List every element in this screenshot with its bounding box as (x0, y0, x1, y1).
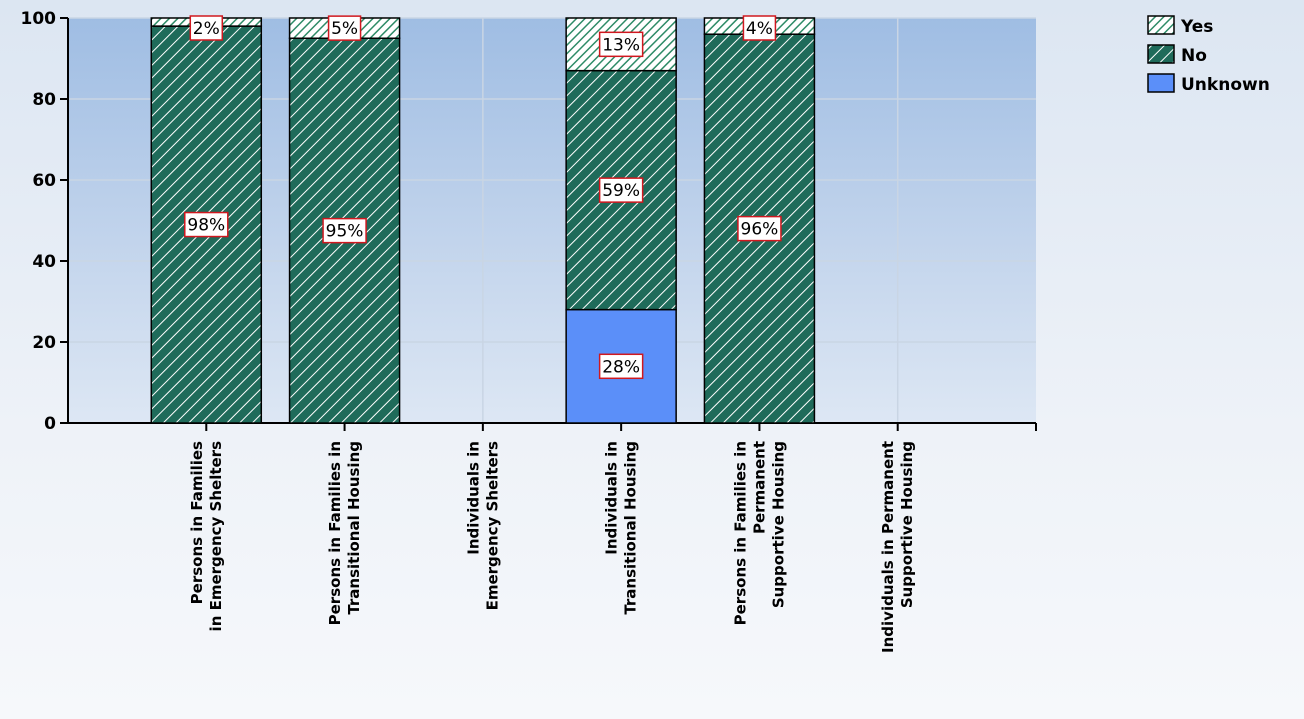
x-category-label-line: Persons in Families in (731, 441, 749, 625)
y-tick-label: 60 (32, 171, 56, 191)
x-category-label-line: Supportive Housing (769, 441, 787, 608)
data-labels: 98% 2% 95% 5% 28% 59% 13% 96% 4% (184, 15, 782, 380)
data-label: 13% (602, 35, 640, 55)
legend: Yes No Unknown (1147, 15, 1270, 95)
x-category-label: Persons in Families in Permanent Supportiv… (731, 441, 787, 625)
data-label: 96% (741, 220, 779, 240)
legend-label-no: No (1181, 46, 1207, 66)
legend-label-unknown: Unknown (1181, 75, 1270, 95)
x-category-label-line: Transitional Housing (622, 441, 640, 615)
data-label-box (598, 353, 644, 380)
x-category-label-line: Emergency Shelters (483, 441, 501, 610)
data-label-box (184, 211, 229, 238)
y-tick-label: 20 (32, 333, 56, 353)
data-label-box (742, 15, 777, 41)
category-labels: Persons in Families in Emergency Shelters… (188, 441, 916, 653)
x-category-label: Persons in Families in Emergency Shelters (188, 441, 225, 632)
y-tick-label: 100 (21, 9, 57, 29)
data-label: 95% (326, 222, 364, 242)
data-label: 59% (602, 181, 640, 201)
x-category-label-line: Individuals in (603, 441, 621, 555)
x-category-label-line: Permanent (750, 441, 768, 534)
data-label: 98% (187, 216, 225, 236)
data-label-box (322, 217, 367, 244)
data-label-box (327, 15, 362, 41)
x-category-label-line: Individuals in Permanent (879, 441, 897, 653)
x-category-label-line: Persons in Families in (326, 441, 344, 625)
x-category-label-line: in Emergency Shelters (207, 441, 225, 632)
data-label: 28% (602, 357, 640, 377)
x-category-label-line: Transitional Housing (345, 441, 363, 615)
legend-label-yes: Yes (1180, 17, 1213, 37)
legend-swatch-yes (1147, 15, 1175, 35)
data-label: 2% (193, 19, 220, 39)
y-tick-label: 40 (32, 252, 56, 272)
x-category-label-line: Individuals in (464, 441, 482, 555)
x-category-label-line: Supportive Housing (898, 441, 916, 608)
y-tick-label: 80 (32, 90, 56, 110)
data-label: 4% (746, 19, 773, 39)
legend-swatch-no (1147, 44, 1175, 64)
data-label-box (189, 15, 224, 41)
y-tick-label: 0 (44, 414, 56, 434)
x-category-label: Individuals in Emergency Shelters (464, 441, 501, 610)
x-category-label: Individuals in Transitional Housing (603, 441, 640, 615)
x-category-label: Individuals in Permanent Supportive Housi… (879, 441, 916, 653)
x-category-label-line: Persons in Families (188, 441, 206, 604)
data-label-box (737, 215, 782, 242)
data-label-box (598, 31, 644, 58)
x-category-label: Persons in Families in Transitional Housi… (326, 441, 363, 625)
legend-swatch-unknown (1147, 73, 1175, 93)
data-label-box (598, 177, 644, 203)
data-label: 5% (331, 19, 358, 39)
